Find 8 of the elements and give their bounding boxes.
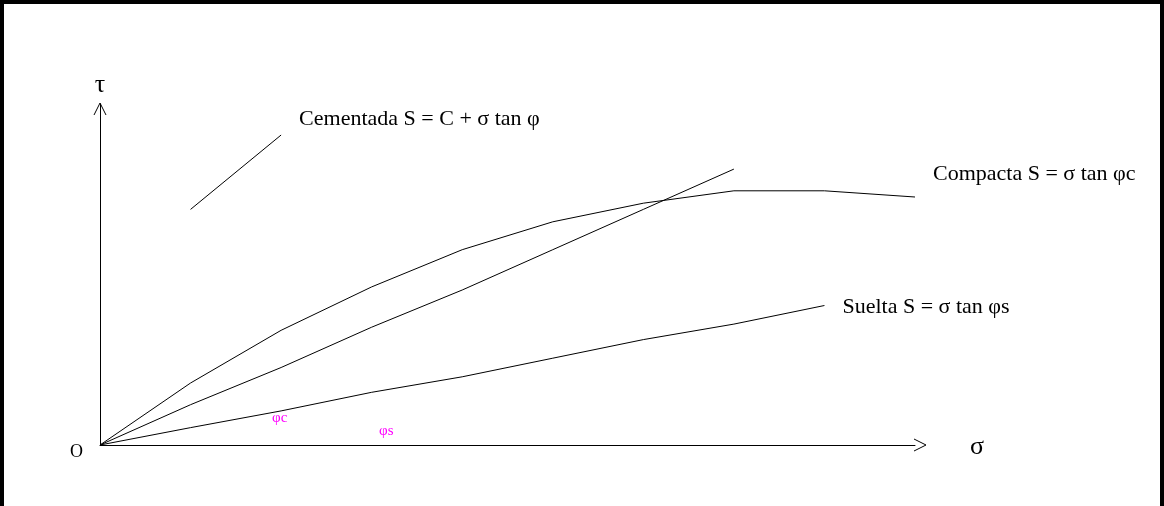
x-axis-title: σ <box>970 430 985 460</box>
text: O <box>70 441 83 461</box>
y-axis-title: τ <box>94 68 106 98</box>
annotation: φs <box>379 421 394 438</box>
annotation: φc <box>272 408 288 425</box>
series-label: Cementada S = C + σ tan φ <box>299 104 540 130</box>
series-label: Suelta S = σ tan φs <box>842 293 1010 318</box>
series-label: Compacta S = σ tan φc <box>933 159 1136 185</box>
